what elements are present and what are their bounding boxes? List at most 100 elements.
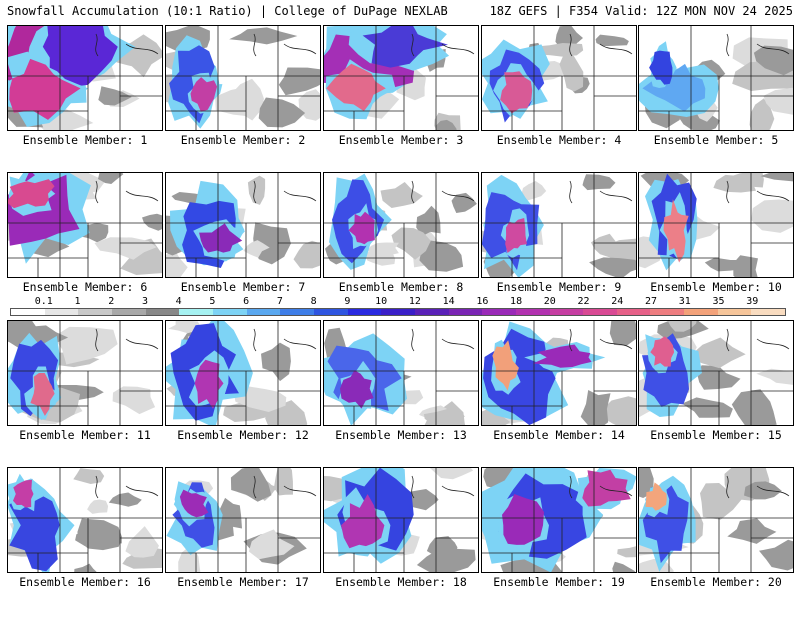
ensemble-member-label: Ensemble Member: 3: [338, 133, 464, 147]
map-graphic: [324, 468, 478, 572]
state-boundary-line: [125, 485, 159, 497]
colorbar-swatch: [179, 309, 213, 315]
ensemble-member-label: Ensemble Member: 11: [19, 428, 151, 442]
state-boundary-line: [411, 328, 415, 352]
colorbar-swatch: [280, 309, 314, 315]
light-snow-area: [727, 518, 777, 544]
state-boundary-line: [441, 485, 475, 497]
snowfall-area: [532, 344, 592, 368]
snowfall-area: [194, 359, 224, 409]
ensemble-member-panel: Ensemble Member: 4: [481, 25, 637, 176]
colorbar-tick-label: 31: [678, 296, 691, 307]
state-boundary-line: [726, 475, 730, 499]
light-snow-area: [87, 499, 109, 514]
light-snow-area: [482, 408, 511, 425]
colorbar-swatch: [616, 309, 651, 315]
snowfall-map: [7, 172, 163, 278]
ensemble-member-label: Ensemble Member: 8: [338, 280, 464, 294]
colorbar-swatch: [650, 309, 685, 315]
state-boundary-line: [253, 328, 257, 352]
ensemble-member-label: Ensemble Member: 13: [335, 428, 467, 442]
colorbar-tick-label: 4: [175, 296, 182, 307]
ensemble-member-label: Ensemble Member: 2: [180, 133, 306, 147]
colorbar-swatch: [145, 309, 180, 315]
ensemble-member-panel: Ensemble Member: 20: [638, 467, 794, 618]
light-snow-area: [733, 255, 758, 277]
snowfall-colorbar: 0.1 1 2 3 4 5 6 7 8 9 10 12 14 16 18 20 22 24 27 31 35 39: [10, 296, 786, 318]
colorbar-swatch: [381, 309, 415, 315]
snowfall-map: [481, 172, 637, 278]
colorbar-tick-label: 2: [108, 296, 115, 307]
light-snow-area: [247, 175, 266, 205]
light-snow-area: [253, 222, 291, 265]
light-snow-area: [74, 563, 97, 572]
snowfall-map: [481, 320, 637, 426]
colorbar-tick-label: 39: [746, 296, 759, 307]
light-snow-area: [367, 242, 399, 256]
light-snow-area: [744, 481, 782, 500]
light-snow-area: [682, 397, 733, 418]
colorbar-swatch: [212, 309, 247, 315]
light-snow-area: [112, 386, 156, 415]
map-graphic: [166, 321, 320, 425]
product-title: Snowfall Accumulation (10:1 Ratio) | Col…: [7, 4, 448, 18]
map-graphic: [8, 26, 162, 130]
snowfall-map: [165, 320, 321, 426]
colorbar-tick-label: 9: [344, 296, 351, 307]
ensemble-member-label: Ensemble Member: 12: [177, 428, 309, 442]
colorbar-swatches: [10, 308, 786, 316]
state-boundary-line: [599, 43, 633, 55]
colorbar-tick-label: 10: [375, 296, 388, 307]
state-boundary-line: [756, 338, 790, 350]
ensemble-member-label: Ensemble Member: 9: [496, 280, 622, 294]
snowfall-map: [165, 25, 321, 131]
snowfall-area: [663, 199, 689, 263]
ensemble-member-label: Ensemble Member: 15: [650, 428, 782, 442]
light-snow-area: [278, 67, 320, 96]
snowfall-area: [502, 494, 544, 545]
map-graphic: [166, 173, 320, 277]
ensemble-member-label: Ensemble Member: 4: [496, 133, 622, 147]
colorbar-tick-label: 7: [276, 296, 283, 307]
state-boundary-line: [95, 475, 99, 499]
light-snow-area: [759, 539, 793, 571]
snowfall-area: [505, 218, 527, 253]
state-boundary-line: [441, 190, 475, 202]
snowfall-map: [638, 25, 794, 131]
map-graphic: [8, 173, 162, 277]
light-snow-area: [426, 536, 458, 557]
map-graphic: [639, 26, 793, 130]
light-snow-area: [258, 97, 306, 128]
map-graphic: [324, 173, 478, 277]
state-boundary-line: [726, 33, 730, 57]
colorbar-tick-label: 1: [74, 296, 81, 307]
colorbar-tick-label: 22: [577, 296, 590, 307]
state-boundary-line: [283, 485, 317, 497]
light-snow-area: [451, 192, 477, 213]
state-boundary-line: [95, 33, 99, 57]
ensemble-member-panel: Ensemble Member: 15: [638, 320, 794, 471]
colorbar-tick-label: 3: [141, 296, 148, 307]
snowfall-area: [582, 469, 631, 507]
colorbar-tick-label: 8: [310, 296, 317, 307]
light-snow-area: [229, 78, 264, 121]
ensemble-member-panel: Ensemble Member: 14: [481, 320, 637, 471]
colorbar-swatch: [583, 309, 617, 315]
ensemble-member-panel: Ensemble Member: 18: [323, 467, 479, 618]
snowfall-area: [645, 482, 667, 511]
light-snow-area: [380, 182, 423, 208]
state-boundary-line: [411, 180, 415, 204]
colorbar-swatch: [11, 309, 45, 315]
ensemble-member-label: Ensemble Member: 14: [493, 428, 625, 442]
state-boundary-line: [756, 190, 790, 202]
light-snow-area: [75, 529, 122, 546]
state-boundary-line: [125, 338, 159, 350]
colorbar-swatch: [448, 309, 483, 315]
light-snow-area: [751, 199, 793, 233]
map-graphic: [639, 468, 793, 572]
snowfall-map: [638, 172, 794, 278]
state-boundary-line: [756, 485, 790, 497]
ensemble-member-panel: Ensemble Member: 9: [481, 172, 637, 323]
light-snow-area: [612, 561, 636, 572]
ensemble-member-panel: Ensemble Member: 5: [638, 25, 794, 176]
